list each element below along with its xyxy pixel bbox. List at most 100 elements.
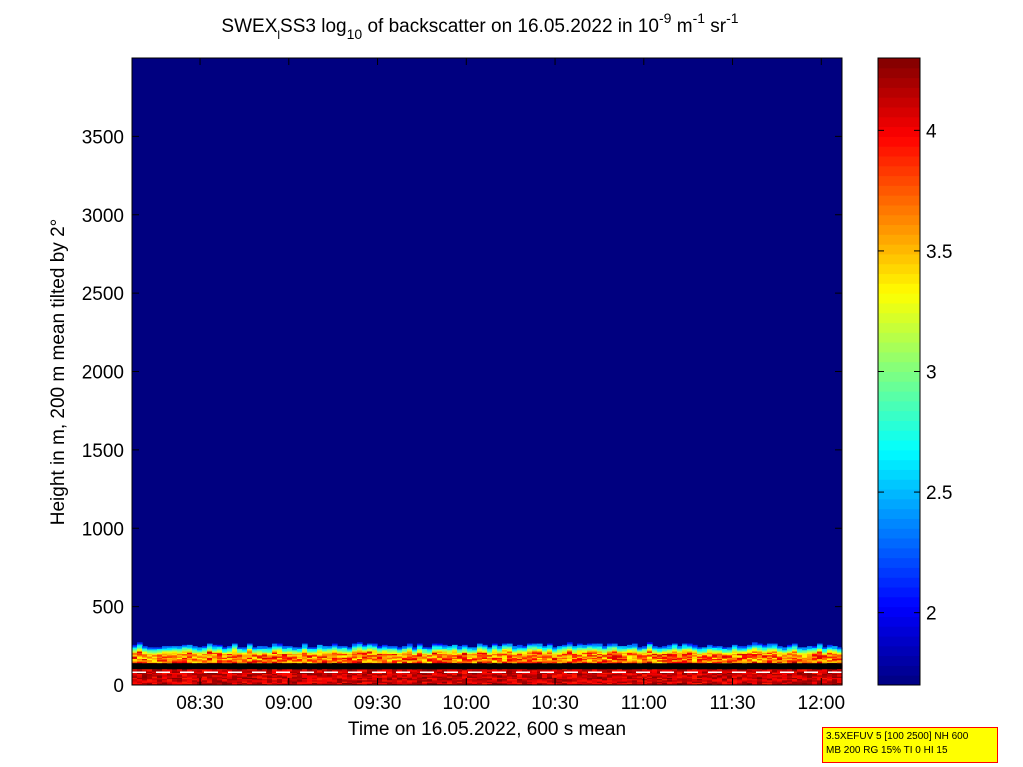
heatmap-cell: [152, 654, 158, 657]
heatmap-cell: [787, 651, 793, 653]
heatmap-cell: [807, 681, 813, 683]
heatmap-cell: [822, 678, 828, 681]
heatmap-cell: [717, 672, 723, 675]
heatmap-cell: [667, 654, 673, 657]
heatmap-cell: [137, 681, 143, 683]
heatmap-cell: [697, 681, 703, 683]
heatmap-cell: [267, 674, 273, 677]
heatmap-cell: [722, 682, 728, 685]
heatmap-cell: [797, 657, 803, 660]
heatmap-cell: [587, 669, 593, 672]
colorbar-segment: [878, 636, 920, 647]
heatmap-cell: [187, 679, 193, 682]
heatmap-cell: [367, 669, 373, 672]
heatmap-cell: [662, 672, 668, 675]
heatmap-cell: [212, 646, 218, 648]
heatmap-cell: [377, 674, 383, 677]
heatmap-cell: [737, 658, 743, 661]
heatmap-cell: [427, 659, 433, 662]
heatmap-cell: [817, 669, 823, 672]
heatmap-cell: [337, 677, 343, 680]
colorbar-segment: [878, 195, 920, 206]
heatmap-cell: [302, 652, 308, 655]
heatmap-cell: [562, 679, 568, 682]
heatmap-cell: [167, 657, 173, 660]
heatmap-cell: [522, 678, 528, 681]
heatmap-cell: [142, 653, 148, 656]
heatmap-cell: [472, 682, 478, 685]
heatmap-cell: [742, 661, 748, 663]
heatmap-cell: [237, 661, 243, 663]
heatmap-cell: [252, 651, 258, 653]
heatmap-cell: [317, 657, 323, 660]
colorbar-segment: [878, 332, 920, 343]
heatmap-cell: [417, 678, 423, 681]
heatmap-cell: [312, 679, 318, 682]
heatmap-cell: [462, 647, 468, 650]
heatmap-cell: [652, 659, 658, 662]
heatmap-cell: [747, 676, 753, 678]
heatmap-cell: [447, 652, 453, 655]
heatmap-cell: [347, 658, 353, 661]
heatmap-cell: [512, 681, 518, 683]
heatmap-cell: [537, 654, 543, 657]
heatmap-cell: [682, 677, 688, 680]
heatmap-cell: [277, 653, 283, 656]
heatmap-cell: [227, 652, 233, 655]
heatmap-cell: [542, 654, 548, 657]
heatmap-cell: [557, 672, 563, 675]
heatmap-cell: [357, 654, 363, 657]
heatmap-cell: [227, 654, 233, 657]
heatmap-cell: [207, 682, 213, 685]
heatmap-cell: [232, 657, 238, 660]
heatmap-cell: [682, 653, 688, 656]
heatmap-cell: [272, 679, 278, 682]
heatmap-cell: [702, 682, 708, 685]
heatmap-cell: [452, 668, 458, 671]
heatmap-cell: [157, 659, 163, 662]
heatmap-cell: [547, 673, 553, 676]
heatmap-cell: [717, 652, 723, 655]
heatmap-cell: [132, 646, 138, 648]
heatmap-cell: [292, 681, 298, 683]
heatmap-cell: [607, 649, 613, 652]
heatmap-cell: [462, 646, 468, 648]
heatmap-cell: [387, 674, 393, 677]
heatmap-cell: [457, 676, 463, 678]
heatmap-cell: [367, 678, 373, 681]
heatmap-cell: [602, 659, 608, 662]
heatmap-cell: [832, 673, 838, 676]
x-tick-label: 10:00: [443, 693, 491, 714]
heatmap-cell: [162, 659, 168, 662]
heatmap-cell: [622, 658, 628, 661]
heatmap-cell: [717, 678, 723, 681]
heatmap-cell: [762, 676, 768, 678]
heatmap-cell: [467, 672, 473, 675]
heatmap-cell: [522, 651, 528, 653]
heatmap-cell: [577, 648, 583, 651]
heatmap-cell: [207, 674, 213, 677]
heatmap-cell: [377, 658, 383, 661]
heatmap-cell: [352, 673, 358, 676]
heatmap-cell: [207, 673, 213, 676]
heatmap-cell: [312, 648, 318, 651]
heatmap-cell: [667, 653, 673, 656]
heatmap-cell: [507, 656, 513, 658]
heatmap-cell: [662, 673, 668, 676]
heatmap-cell: [432, 658, 438, 661]
heatmap-cell: [547, 657, 553, 660]
heatmap-cell: [482, 654, 488, 657]
heatmap-cell: [292, 682, 298, 685]
heatmap-cell: [412, 677, 418, 680]
heatmap-cell: [397, 656, 403, 658]
heatmap-cell: [602, 658, 608, 661]
heatmap-cell: [407, 676, 413, 678]
heatmap-cell: [417, 651, 423, 653]
heatmap-cell: [612, 651, 618, 653]
heatmap-cell: [712, 651, 718, 653]
heatmap-cell: [452, 657, 458, 660]
heatmap-cell: [432, 681, 438, 683]
heatmap-cell: [207, 657, 213, 660]
heatmap-cell: [527, 654, 533, 657]
heatmap-cell: [612, 653, 618, 656]
